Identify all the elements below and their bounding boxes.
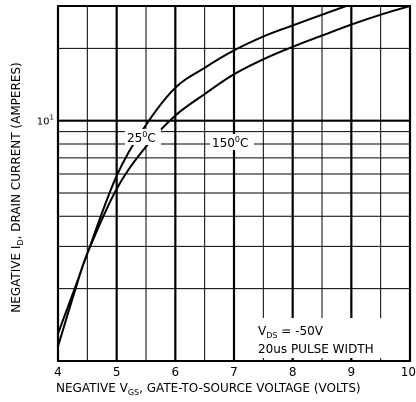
y-label-subscript: D bbox=[16, 239, 25, 245]
series-label-bg bbox=[125, 129, 161, 145]
x-tick-label: 6 bbox=[172, 365, 180, 379]
x-tick-labels: 4 5 6 7 8 9 10 bbox=[54, 365, 416, 379]
series-label-degree: 0 bbox=[235, 135, 240, 144]
series-label: 250C bbox=[127, 130, 156, 145]
y-label-prefix: NEGATIVE I bbox=[9, 246, 23, 313]
series-label-unit: C bbox=[147, 131, 155, 145]
conditions-value: = -50V bbox=[277, 324, 323, 338]
x-tick-label: 9 bbox=[348, 365, 356, 379]
x-tick-label: 8 bbox=[289, 365, 297, 379]
y-tick-base: 10 bbox=[37, 117, 50, 128]
y-tick-exponent: 1 bbox=[50, 114, 54, 122]
x-tick-label: 4 bbox=[54, 365, 62, 379]
plot-frame bbox=[57, 5, 411, 362]
y-tick-label: 101 bbox=[37, 114, 54, 128]
series-label: 1500C bbox=[212, 135, 248, 150]
x-tick-label: 10 bbox=[401, 365, 416, 379]
y-label-suffix: , DRAIN CURRENT (AMPERES) bbox=[9, 62, 23, 239]
curves bbox=[58, 6, 410, 347]
conditions-v: V bbox=[258, 324, 267, 338]
x-tick-label: 7 bbox=[230, 365, 238, 379]
x-label-subscript: GS bbox=[128, 388, 139, 397]
series-labels: 250C 1500C bbox=[125, 129, 254, 150]
series-line-1 bbox=[58, 6, 410, 347]
conditions-line-2: 20us PULSE WIDTH bbox=[258, 342, 374, 356]
series-label-unit: C bbox=[240, 136, 248, 150]
conditions-box bbox=[252, 318, 408, 358]
series-label-base: 150 bbox=[212, 136, 235, 150]
x-label-prefix: NEGATIVE V bbox=[56, 381, 129, 395]
conditions-ds-subscript: DS bbox=[266, 331, 277, 340]
series-label-base: 25 bbox=[127, 131, 142, 145]
conditions-line-1: VDS = -50V bbox=[258, 324, 324, 340]
x-axis-label: NEGATIVE VGS, GATE-TO-SOURCE VOLTAGE (VO… bbox=[56, 381, 361, 397]
x-label-suffix: , GATE-TO-SOURCE VOLTAGE (VOLTS) bbox=[139, 381, 361, 395]
series-label-bg bbox=[210, 134, 254, 150]
x-tick-label: 5 bbox=[113, 365, 121, 379]
series-label-degree: 0 bbox=[142, 130, 147, 139]
y-tick-labels: 101 bbox=[37, 114, 54, 128]
grid bbox=[56, 6, 412, 361]
y-axis-label: NEGATIVE ID, DRAIN CURRENT (AMPERES) bbox=[9, 62, 25, 312]
